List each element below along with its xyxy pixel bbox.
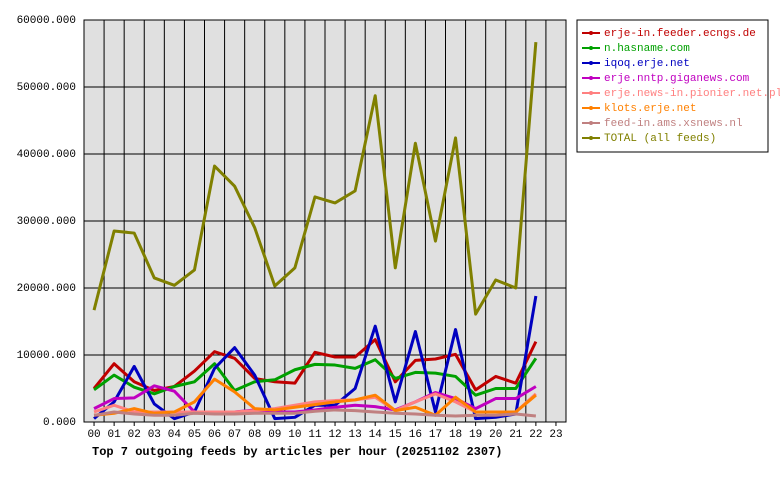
legend-label: klots.erje.net: [604, 103, 696, 115]
x-tick-label: 13: [349, 429, 362, 441]
x-tick-label: 16: [409, 429, 422, 441]
legend-marker: [589, 31, 593, 35]
x-tick-label: 17: [429, 429, 442, 441]
plot-frame: [83, 19, 567, 423]
legend-label: n.hasname.com: [604, 43, 690, 55]
x-tick-label: 23: [549, 429, 562, 441]
x-tick-label: 12: [328, 429, 341, 441]
legend-marker: [589, 106, 593, 110]
x-tick-label: 05: [188, 429, 201, 441]
legend-marker: [589, 121, 593, 125]
y-tick-label: 50000.000: [17, 82, 76, 94]
x-tick-label: 14: [369, 429, 383, 441]
x-tick-label: 21: [509, 429, 523, 441]
y-tick-label: 20000.000: [17, 283, 76, 295]
y-tick-label: 10000.000: [17, 350, 76, 362]
x-tick-label: 06: [208, 429, 221, 441]
x-tick-label: 07: [228, 429, 241, 441]
x-tick-label: 15: [389, 429, 402, 441]
x-tick-label: 03: [148, 429, 161, 441]
legend-label: erje-in.feeder.ecngs.de: [604, 28, 756, 40]
x-tick-label: 19: [469, 429, 482, 441]
y-tick-label: 40000.000: [17, 149, 76, 161]
x-tick-label: 11: [308, 429, 322, 441]
x-tick-label: 00: [87, 429, 100, 441]
x-tick-label: 18: [449, 429, 462, 441]
legend-marker: [589, 136, 593, 140]
legend-label: erje.news-in.pionier.net.pl: [604, 88, 780, 100]
legend-label: feed-in.ams.xsnews.nl: [604, 118, 743, 130]
series-line: [92, 41, 538, 316]
legend-label: TOTAL (all feeds): [604, 133, 716, 145]
legend-box: [576, 19, 769, 153]
legend-marker: [589, 46, 593, 50]
x-tick-label: 02: [128, 429, 141, 441]
legend-label: iqoq.erje.net: [604, 58, 690, 70]
legend-label: erje.nntp.giganews.com: [604, 73, 750, 85]
chart-title: Top 7 outgoing feeds by articles per hou…: [92, 445, 502, 459]
legend-marker: [589, 91, 593, 95]
x-tick-label: 20: [489, 429, 502, 441]
x-tick-label: 04: [168, 429, 182, 441]
legend-marker: [589, 61, 593, 65]
x-tick-label: 09: [268, 429, 281, 441]
y-tick-label: 0.000: [43, 417, 76, 429]
y-tick-label: 30000.000: [17, 216, 76, 228]
series-line: [93, 377, 537, 417]
x-tick-label: 01: [108, 429, 122, 441]
y-tick-label: 60000.000: [17, 15, 76, 27]
legend-marker: [589, 76, 593, 80]
series-line: [93, 408, 537, 418]
x-tick-label: 22: [529, 429, 542, 441]
x-tick-label: 10: [288, 429, 301, 441]
x-tick-label: 08: [248, 429, 261, 441]
